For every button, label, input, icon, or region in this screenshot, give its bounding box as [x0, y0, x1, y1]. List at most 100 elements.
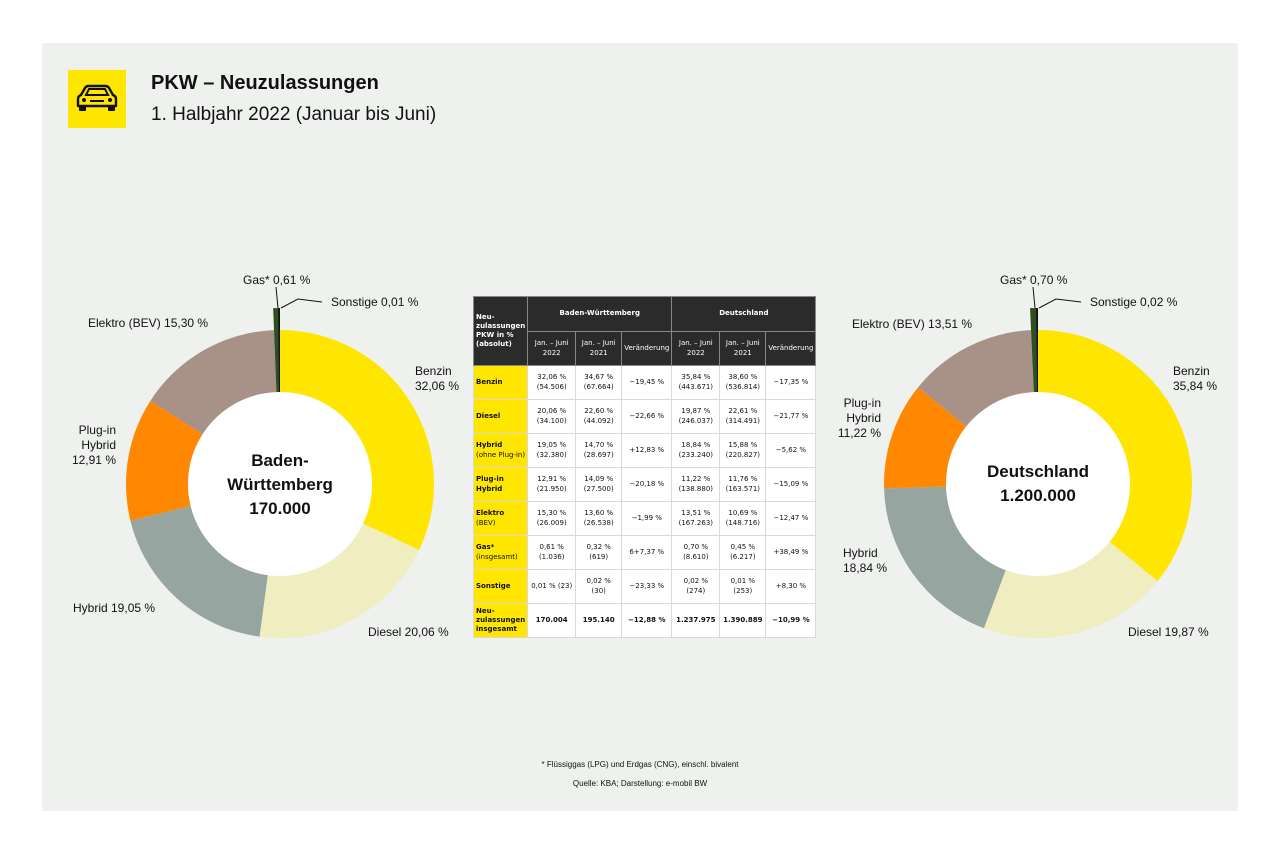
table-row-header: Hybrid (ohne Plug-in)	[472, 433, 529, 468]
table-cell: 15,30 % (26.009)	[527, 501, 577, 536]
table-cell: 11,22 % (138.880)	[671, 467, 721, 502]
slice-diesel	[259, 523, 420, 638]
table-cell: 20,06 % (34.100)	[527, 399, 577, 434]
table-group-header: Baden-Württemberg	[527, 296, 673, 332]
table-column-header: Jan. – Juni 2022	[671, 331, 721, 366]
table-cell: 0,01 % (253)	[719, 569, 767, 604]
table-cell: 0,01 % (23)	[527, 569, 577, 604]
slice-benzin	[1038, 330, 1193, 581]
table-row-header: Plug-in Hybrid	[472, 467, 529, 502]
donut-hole	[188, 392, 372, 576]
table-cell: +38,49 %	[765, 535, 817, 570]
table-cell: −15,09 %	[765, 467, 817, 502]
center-label: Württemberg	[227, 475, 333, 494]
leader-line	[280, 298, 323, 309]
table-cell: 35,84 % (443.671)	[671, 365, 721, 400]
slice-label-benzin: 35,84 %	[1173, 379, 1217, 393]
table-row: Plug-in Hybrid 12,91 % (21.950) 14,09 % (2…	[472, 467, 817, 502]
table-cell: −17,35 %	[765, 365, 817, 400]
table-group-header: Deutschland	[671, 296, 817, 332]
table-cell: +8,30 %	[765, 569, 817, 604]
table-cell: 32,06 % (54.506)	[527, 365, 577, 400]
car-icon	[76, 84, 118, 111]
center-label: Deutschland	[987, 462, 1089, 481]
slice-label-plugin: Hybrid	[846, 411, 881, 425]
table-cell: 12,91 % (21.950)	[527, 467, 577, 502]
table-row-header: Neu-zulassungen insgesamt	[472, 603, 529, 638]
slice-label-plugin: Plug-in	[844, 396, 881, 410]
data-table: Neu-zulassungen PKW in % (absolut) Baden…	[472, 296, 817, 638]
table-cell: 1.237.975	[671, 603, 721, 638]
table-cell: −1,99 %	[621, 501, 673, 536]
slice-label-gas: Gas* 0,70 %	[1000, 273, 1068, 287]
table-cell: 0,32 % (619)	[575, 535, 623, 570]
table-row-header: Sonstige	[472, 569, 529, 604]
table-cell: −5,62 %	[765, 433, 817, 468]
slice-label-benzin: 32,06 %	[415, 379, 459, 393]
table-row-header: Elektro (BEV)	[472, 501, 529, 536]
table-row-header: Benzin	[472, 365, 529, 400]
table-column-header: Jan. – Juni 2022	[527, 331, 577, 366]
slice-label-diesel: Diesel 20,06 %	[368, 625, 449, 639]
slice-label-hybrid: Hybrid	[843, 546, 878, 560]
footnote: * Flüssiggas (LPG) und Erdgas (CNG), ein…	[541, 760, 739, 769]
page-title: PKW – Neuzulassungen	[151, 72, 379, 94]
slice-gas	[1030, 308, 1038, 393]
table-cell: 38,60 % (536.814)	[719, 365, 767, 400]
table-cell: 0,61 % (1.036)	[527, 535, 577, 570]
table-cell: 15,88 % (220.827)	[719, 433, 767, 468]
leader-line	[1038, 298, 1082, 309]
table-row-header: Diesel	[472, 399, 529, 434]
slice-plugin	[884, 387, 967, 489]
slice-sonstige	[1036, 308, 1038, 393]
donut-hole	[946, 392, 1130, 576]
table-cell: 0,02 % (30)	[575, 569, 623, 604]
table-cell: −12,47 %	[765, 501, 817, 536]
table-cell: 0,70 % (8.610)	[671, 535, 721, 570]
table-cell: 195.140	[575, 603, 623, 638]
slice-label-plugin: 12,91 %	[72, 453, 116, 467]
table-row: Gas* (insgesamt) 0,61 % (1.036) 0,32 % (619…	[472, 535, 817, 570]
slice-diesel	[983, 541, 1158, 638]
slice-label-plugin: Plug-in	[79, 423, 116, 437]
slice-label-plugin: 11,22 %	[838, 426, 881, 440]
table-cell: −21,77 %	[765, 399, 817, 434]
table-cell: −12,88 %	[621, 603, 673, 638]
table-cell: 19,05 % (32.380)	[527, 433, 577, 468]
slice-elektro	[917, 330, 1034, 427]
center-label: Baden-	[251, 451, 309, 470]
slice-label-benzin: Benzin	[415, 364, 452, 378]
center-label: 1.200.000	[1000, 486, 1076, 505]
leader-line	[1032, 286, 1036, 309]
table-cell: 0,45 % (6.217)	[719, 535, 767, 570]
slice-gas	[273, 308, 280, 393]
table-cell: 22,61 % (314.491)	[719, 399, 767, 434]
table-row: Neu-zulassungen insgesamt 170.004 195.140−…	[472, 603, 817, 638]
table-corner-header: Neu-zulassungen PKW in % (absolut)	[472, 296, 529, 366]
leader-line	[275, 286, 279, 309]
slice-benzin	[280, 330, 435, 551]
table-cell: 1.390.889	[719, 603, 767, 638]
table-row: Hybrid (ohne Plug-in) 19,05 % (32.380) 14,7…	[472, 433, 817, 468]
slice-label-benzin: Benzin	[1173, 364, 1210, 378]
table-cell: 34,67 % (67.664)	[575, 365, 623, 400]
slice-label-diesel: Diesel 19,87 %	[1128, 625, 1209, 639]
table-cell: 22,60 % (44.092)	[575, 399, 623, 434]
slice-plugin	[126, 400, 203, 521]
slice-label-gas: Gas* 0,61 %	[243, 273, 311, 287]
table-row: Sonstige 0,01 % (23) 0,02 % (30) −23,33 % 0,…	[472, 569, 817, 604]
slice-label-hybrid: Hybrid 19,05 %	[73, 601, 155, 615]
table-cell: 170.004	[527, 603, 577, 638]
slice-hybrid	[130, 505, 268, 637]
table-column-header: Jan. – Juni 2021	[575, 331, 623, 366]
table-row: Benzin 32,06 % (54.506) 34,67 % (67.664) −1…	[472, 365, 817, 400]
table-cell: 14,09 % (27.500)	[575, 467, 623, 502]
table-row-header: Gas* (insgesamt)	[472, 535, 529, 570]
table-cell: 14,70 % (28.697)	[575, 433, 623, 468]
logo-box	[68, 70, 126, 128]
table-cell: +12,83 %	[621, 433, 673, 468]
table-row: Diesel 20,06 % (34.100) 22,60 % (44.092) −2…	[472, 399, 817, 434]
slice-label-sonstige: Sonstige 0,02 %	[1090, 295, 1178, 309]
